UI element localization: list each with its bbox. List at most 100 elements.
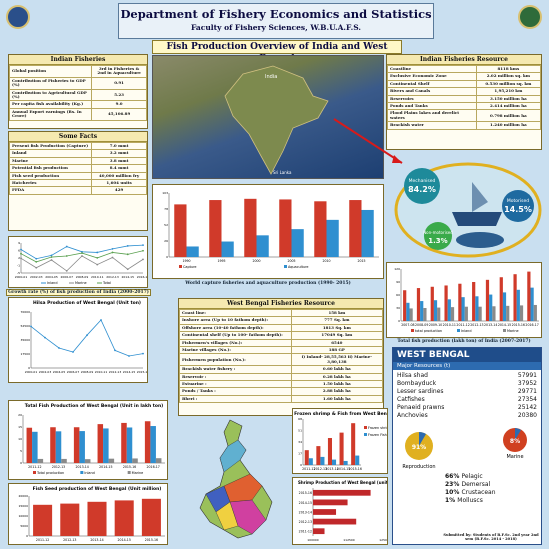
species-value: 27354 <box>517 396 537 403</box>
some-facts-row: Inland 3.2 mmt <box>9 149 147 158</box>
legend-label: Frozen shrimp <box>368 426 388 430</box>
growth-rate-chart-panel: 2000-01 2002-03 2004-05 2006-07 2008-09 2010-… <box>8 236 148 288</box>
bar <box>221 241 234 257</box>
indian-resource-row: Continental Shelf 0.530 million sq. km <box>387 79 541 89</box>
motorised-label: Motorised <box>507 198 529 204</box>
bar <box>313 528 325 535</box>
data-point <box>81 255 83 257</box>
legend-swatch <box>457 329 460 332</box>
growth-rate-chart: 2000-01 2002-03 2004-05 2006-07 2008-09 2010-… <box>15 241 148 285</box>
bar <box>355 455 360 465</box>
y-tick-label: 2013-14 <box>299 510 312 514</box>
non-motorised-label: Non-motorised <box>423 230 453 235</box>
fleet-infographic-svg: Mechanised 84.2% Motorised 14.5% Non-mot… <box>394 162 542 258</box>
legend-label: Total production <box>36 471 64 475</box>
bar <box>343 460 348 465</box>
non-motorised-value: 1.3% <box>428 237 447 245</box>
bar <box>444 285 448 321</box>
wb-total-production-chart-panel: Total Fish Production of West Bengal (Un… <box>8 400 168 480</box>
legend-swatch <box>127 471 131 474</box>
data-point <box>50 259 53 261</box>
bar <box>475 296 479 321</box>
data-point <box>65 245 68 248</box>
wb-submitted-by: Submitted by: Students of B.F.Sc. 2nd ye… <box>443 533 539 541</box>
legend-swatch <box>411 329 414 332</box>
legend-swatch <box>503 329 506 332</box>
wb-resource-label: Continental shelf (Up to 100- fathom dep… <box>179 331 292 340</box>
some-facts-label: Potential fish production <box>9 164 93 173</box>
x-tick-label: 2016-17 <box>137 275 148 279</box>
bar <box>527 271 531 321</box>
data-point <box>20 252 22 255</box>
data-point <box>50 254 53 257</box>
bar <box>519 305 524 321</box>
bar <box>209 200 222 257</box>
legend-label: Frozen Fish <box>368 433 387 437</box>
x-tick-label: 2012-13 <box>470 323 483 327</box>
x-tick-label: 2015-16 <box>137 370 148 374</box>
y-tick-label: 26 <box>164 239 168 243</box>
indian-fisheries-row: Contribution of Fisheries to GDP (%) 0.91 <box>9 76 147 90</box>
bar <box>314 201 327 257</box>
some-facts-value: 3.8 mmt <box>91 156 147 166</box>
wb-resource-label: Coast line: <box>179 308 292 318</box>
x-tick-label: 2012-13 <box>314 467 327 471</box>
data-point <box>126 245 129 247</box>
indian-fisheries-row: Global position 3rd in Fisheries & 2nd in… <box>9 65 147 78</box>
bar <box>37 458 44 463</box>
x-tick-label: 2014-15 <box>123 370 136 374</box>
indian-resource-row: Brackish water 1.240 million ha <box>387 121 541 130</box>
species-name: Hilsa shad <box>397 372 428 379</box>
bar <box>450 307 455 321</box>
indian-resource-row: Reservoirs 3.150 million ha <box>387 94 541 103</box>
hilsa-production-chart: Hilsa Production of West Bengal (Unit to… <box>20 300 148 374</box>
some-facts-value: 8.4 mmt <box>91 164 147 173</box>
wb-total-production-chart: Total Fish Production of West Bengal (Un… <box>18 403 165 475</box>
hilsa-chart-panel: Hilsa Production of West Bengal (Unit to… <box>8 297 148 383</box>
wb-resource-value: 158 km <box>290 308 383 318</box>
wb-resource-row: Fishermen population (No.): i) Inland- 28… <box>179 353 383 367</box>
wb-resource-row: Offshore area (10-40 fathom depth): 1813 … <box>179 323 383 333</box>
y-tick-label: 0 <box>28 366 30 370</box>
bar <box>174 204 187 257</box>
indian-resource-row: Ponds and Tanks 2.414 million ha <box>387 101 541 111</box>
fish-icon <box>456 232 504 248</box>
bar <box>144 421 151 463</box>
bar <box>55 431 62 463</box>
y-tick-label: 51 <box>298 429 302 433</box>
legend-label: Marine <box>507 329 519 333</box>
y-tick-label: 90 <box>396 280 400 284</box>
species-value: 37952 <box>517 380 537 387</box>
indian-fisheries-label: Annual Export earnings (Rs. In Crore) <box>9 107 93 121</box>
bar <box>150 426 156 463</box>
x-tick-label: 2014-15 <box>99 465 112 469</box>
west-bengal-box: WEST BENGAL Major Resources (t) Hilsa sh… <box>392 347 542 545</box>
some-facts-label: Inland <box>9 149 93 158</box>
chart-title: Shrimp Production of West Bengal (unit: … <box>298 480 388 485</box>
bar <box>437 307 441 321</box>
species-value: 29771 <box>517 388 537 395</box>
legend-label: Capture <box>183 265 196 269</box>
bar <box>291 229 304 257</box>
wb-resource-row: Bheri :1.60 lakh ha <box>179 394 383 404</box>
bar <box>461 297 465 321</box>
bar <box>530 287 534 321</box>
bar <box>458 283 462 321</box>
indian-fisheries-row: Contribution to Agricultural GDP (%) 5.23 <box>9 88 147 102</box>
data-point <box>44 336 46 339</box>
species-row: Lesser sardines 29771 <box>397 388 537 396</box>
x-tick-label: 2014-15 <box>118 538 131 542</box>
wb-resource-label: Fishermen population (No.): <box>179 353 292 367</box>
university-logo-left <box>6 5 30 29</box>
indian-resource-label: Rivers and Canals <box>387 87 477 96</box>
wb-resource-row: Coast line: 158 km <box>179 308 383 318</box>
indian-resource-row: Flood Plains lakes and derelict waters 0.… <box>387 109 541 123</box>
bar <box>423 308 427 321</box>
species-name: Penaeid prawns <box>397 404 445 411</box>
bar <box>516 289 520 321</box>
y-tick-label: 10000 <box>18 514 28 518</box>
y-tick-label: 15000 <box>18 504 28 508</box>
legend-swatch <box>364 433 367 436</box>
data-point <box>96 263 99 266</box>
wb-resource-value: 188 GP <box>290 345 383 355</box>
